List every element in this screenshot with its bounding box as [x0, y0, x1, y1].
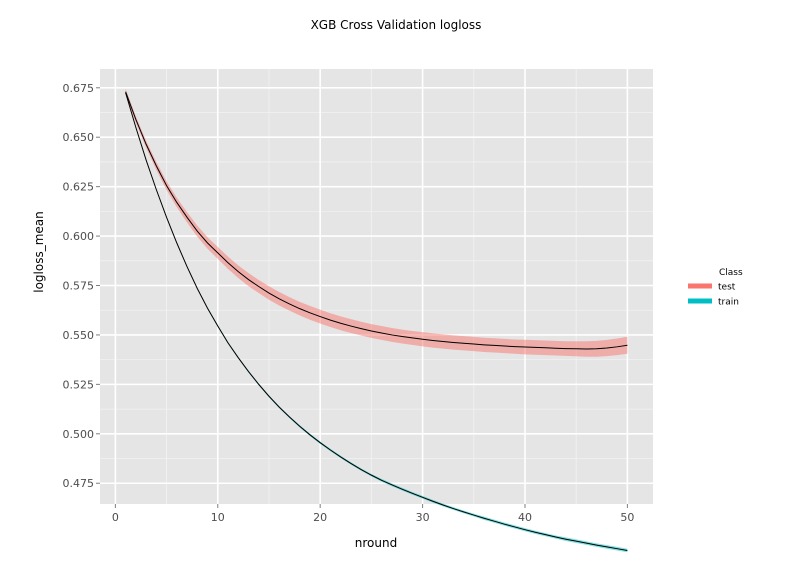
y-tick-label: 0.475: [63, 477, 95, 490]
chart-title: XGB Cross Validation logloss: [311, 18, 482, 32]
y-tick-label: 0.675: [63, 82, 95, 95]
plot-panel: [100, 69, 653, 504]
mean-line-train: [125, 92, 628, 551]
mean-lines: [125, 91, 628, 551]
x-tick-label: 40: [518, 511, 532, 524]
legend-label-test: test: [718, 283, 736, 293]
x-axis: 0 10 20 30 40 50: [112, 504, 634, 524]
y-tick-label: 0.575: [63, 280, 95, 293]
y-tick-label: 0.550: [63, 329, 95, 342]
y-tick-label: 0.650: [63, 131, 95, 144]
legend-label-train: train: [718, 298, 739, 308]
legend-items: test train: [688, 283, 739, 308]
y-tick-label: 0.600: [63, 230, 95, 243]
x-tick-label: 0: [112, 511, 119, 524]
minor-grid: [100, 69, 653, 504]
legend-key-test: [688, 283, 712, 289]
y-tick-label: 0.500: [63, 428, 95, 441]
legend-title: Class: [719, 268, 743, 278]
x-tick-label: 10: [211, 511, 225, 524]
x-tick-label: 20: [313, 511, 327, 524]
mean-line-test: [125, 91, 628, 350]
legend: Class test train: [688, 268, 743, 308]
legend-key-train: [688, 298, 712, 304]
y-tick-label: 0.625: [63, 181, 95, 194]
x-tick-label: 50: [620, 511, 634, 524]
y-axis: 0.475 0.500 0.525 0.550 0.575 0.600 0.625 0.650…: [63, 82, 100, 490]
x-tick-label: 30: [416, 511, 430, 524]
major-grid: [100, 69, 653, 504]
y-tick-label: 0.525: [63, 378, 95, 391]
y-axis-title: logloss_mean: [32, 211, 46, 293]
x-axis-title: nround: [355, 536, 397, 550]
